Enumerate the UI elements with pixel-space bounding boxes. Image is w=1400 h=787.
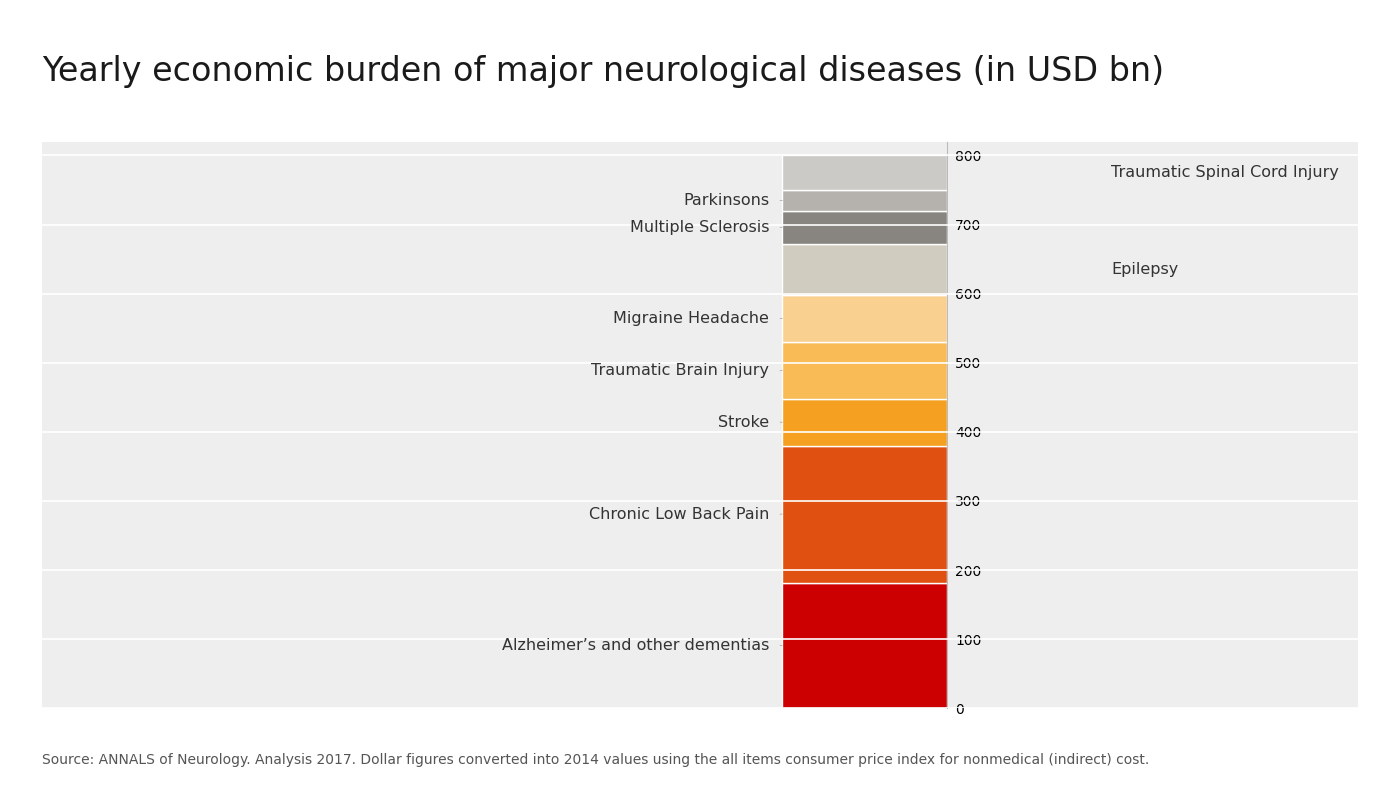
Bar xyxy=(783,582,946,708)
Text: Chronic Low Back Pain: Chronic Low Back Pain xyxy=(589,507,769,522)
Text: Yearly economic burden of major neurological diseases (in USD bn): Yearly economic burden of major neurolog… xyxy=(42,55,1165,88)
Text: Parkinsons: Parkinsons xyxy=(683,193,769,208)
Bar xyxy=(783,445,946,582)
Text: Stroke: Stroke xyxy=(718,415,769,430)
Text: Source: ANNALS of Neurology. Analysis 2017. Dollar figures converted into 2014 v: Source: ANNALS of Neurology. Analysis 20… xyxy=(42,753,1149,767)
Bar xyxy=(783,190,946,211)
Text: Alzheimer’s and other dementias: Alzheimer’s and other dementias xyxy=(501,638,769,653)
Text: Migraine Headache: Migraine Headache xyxy=(613,311,769,326)
Bar xyxy=(783,156,946,190)
Bar xyxy=(783,244,946,295)
Text: Traumatic Brain Injury: Traumatic Brain Injury xyxy=(591,363,769,378)
Text: Multiple Sclerosis: Multiple Sclerosis xyxy=(630,220,769,235)
Text: Traumatic Spinal Cord Injury: Traumatic Spinal Cord Injury xyxy=(1112,165,1340,180)
Bar xyxy=(783,399,946,445)
Bar xyxy=(783,342,946,399)
Bar xyxy=(783,211,946,244)
Bar xyxy=(783,295,946,342)
Text: Epilepsy: Epilepsy xyxy=(1112,262,1179,277)
